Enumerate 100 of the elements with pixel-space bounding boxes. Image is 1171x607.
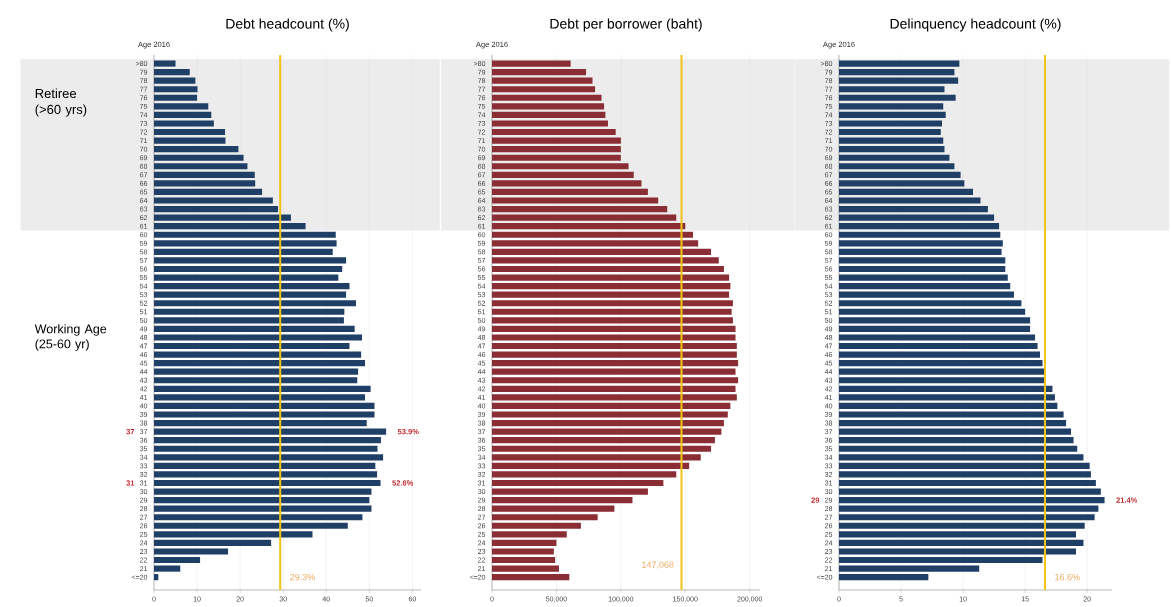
bar	[839, 565, 980, 572]
bar	[154, 471, 378, 478]
bar	[839, 188, 974, 196]
bar	[839, 479, 1096, 487]
bar	[492, 505, 615, 512]
bar	[839, 419, 1067, 427]
bar	[492, 522, 581, 529]
bar	[154, 556, 201, 564]
bar	[492, 565, 559, 572]
band-label: Retiree (>60 yrs)	[35, 88, 87, 117]
bar	[839, 402, 1058, 410]
bar	[839, 60, 960, 67]
bar	[492, 154, 621, 161]
bar	[154, 146, 239, 153]
bar	[154, 368, 359, 375]
bar	[154, 265, 343, 273]
bar	[492, 539, 557, 546]
ref-line-label: 147,068	[642, 561, 674, 569]
bar	[492, 368, 736, 375]
bar	[154, 94, 198, 101]
bar	[492, 462, 690, 469]
bar	[839, 205, 988, 213]
bar	[154, 342, 350, 350]
bar	[839, 103, 944, 110]
bar	[154, 437, 381, 444]
bar	[154, 334, 362, 341]
bar	[492, 317, 733, 324]
bar	[492, 437, 715, 444]
bar	[839, 146, 945, 153]
bar	[154, 283, 350, 290]
bar	[492, 385, 736, 392]
bar	[154, 522, 348, 529]
bar	[492, 248, 712, 255]
bar	[492, 291, 730, 298]
bar	[839, 368, 1045, 375]
bar	[492, 531, 567, 538]
bar	[839, 505, 1099, 512]
bar	[839, 377, 1045, 384]
bar	[839, 385, 1053, 392]
bar	[839, 257, 1006, 264]
bar	[492, 188, 648, 196]
bar	[154, 163, 248, 170]
bar	[154, 257, 347, 264]
bar	[839, 274, 1008, 281]
bar	[154, 231, 336, 238]
bar	[492, 402, 731, 410]
bar	[154, 419, 367, 427]
bar	[839, 137, 944, 144]
bar	[492, 556, 556, 564]
bar	[154, 317, 344, 324]
bar	[154, 479, 381, 487]
bar	[839, 437, 1074, 444]
bar	[154, 69, 190, 76]
bar	[154, 77, 196, 84]
bar	[839, 351, 1041, 358]
bar	[154, 428, 387, 435]
bar	[492, 351, 737, 358]
bar	[839, 120, 942, 127]
bar	[492, 257, 719, 264]
bar	[839, 411, 1064, 418]
bar	[492, 205, 668, 213]
bar	[492, 300, 733, 307]
bar	[492, 445, 712, 452]
bar	[839, 497, 1105, 504]
bar	[154, 223, 306, 230]
bar	[839, 556, 1043, 564]
bar	[492, 77, 593, 84]
bar	[839, 154, 950, 161]
bar	[154, 360, 366, 367]
bar	[154, 205, 279, 213]
bar	[154, 248, 333, 255]
bar	[492, 394, 737, 401]
bar	[492, 214, 677, 221]
bar	[154, 565, 181, 572]
bar	[154, 60, 176, 67]
bar	[839, 574, 929, 581]
bar	[154, 300, 356, 307]
bar	[154, 531, 313, 538]
bar	[154, 291, 347, 298]
bar	[492, 342, 737, 350]
bar	[154, 514, 363, 521]
bar	[839, 317, 1031, 324]
bar	[839, 300, 1022, 307]
bar	[492, 283, 731, 290]
bar	[492, 454, 701, 461]
bar	[492, 69, 587, 76]
bar	[154, 497, 370, 504]
bar	[154, 137, 226, 144]
bar	[492, 411, 728, 418]
bar	[839, 69, 955, 76]
bar	[492, 197, 659, 204]
bar	[839, 394, 1055, 401]
bar	[492, 497, 633, 504]
bar	[839, 308, 1026, 315]
bar	[492, 180, 642, 187]
bar	[492, 325, 736, 332]
bar	[154, 197, 273, 204]
bar	[154, 394, 366, 401]
bar	[839, 531, 1077, 538]
bar	[154, 377, 358, 384]
